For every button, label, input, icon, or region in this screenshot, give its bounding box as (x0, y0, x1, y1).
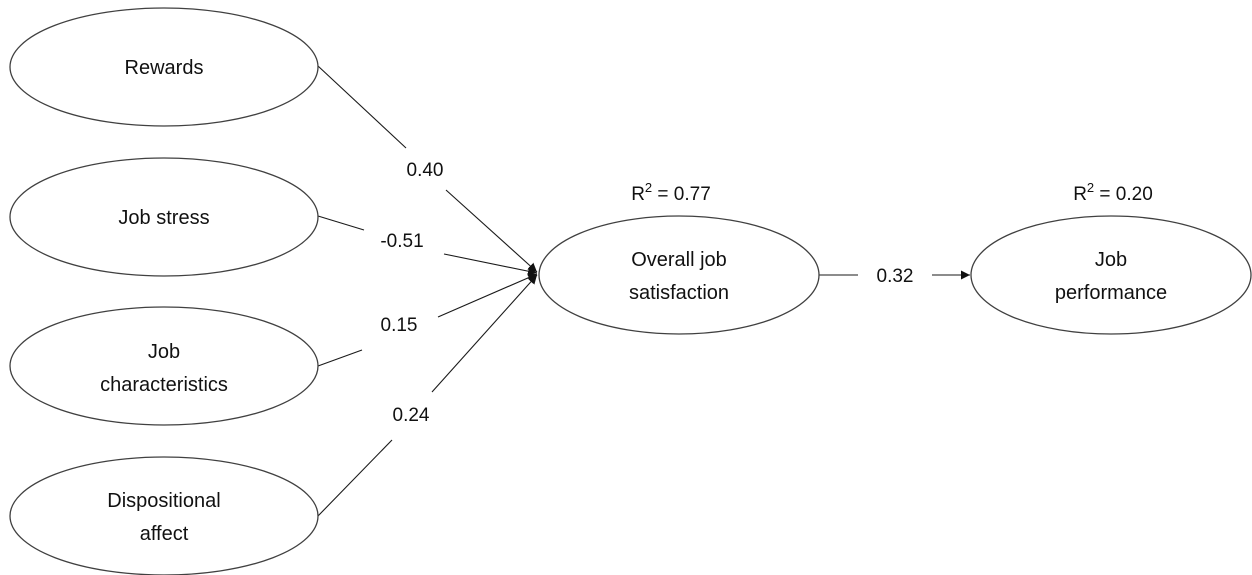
overall-job-satisfaction-label-line2: satisfaction (629, 282, 729, 304)
job-performance-r2-value: = 0.20 (1094, 184, 1153, 205)
coefficient-job-characteristics: 0.15 (381, 315, 418, 336)
coefficient-job-stress: -0.51 (380, 231, 423, 252)
node-dispositional-affect: Dispositional affect (9, 456, 319, 575)
node-job-performance: Job performance R2 = 0.20 (970, 180, 1252, 335)
coefficient-rewards: 0.40 (407, 160, 444, 181)
ellipse-overall-job-satisfaction (538, 215, 820, 335)
coefficient-dispositional-affect: 0.24 (393, 405, 430, 426)
coefficient-satisfaction-performance: 0.32 (877, 266, 914, 287)
edge-rewards-to-satisfaction-arrow (445, 189, 538, 273)
ellipse-job-characteristics (9, 306, 319, 426)
job-characteristics-label-line1: Job (148, 341, 180, 363)
overall-job-satisfaction-label-line1: Overall job (631, 249, 727, 271)
node-job-characteristics: Job characteristics (9, 306, 319, 426)
ellipse-rewards (9, 7, 319, 127)
edge-job-characteristics-to-satisfaction (317, 349, 363, 367)
ellipse-job-performance (970, 215, 1252, 335)
job-performance-r2: R2 = 0.20 (1073, 180, 1153, 205)
edges (317, 65, 970, 517)
overall-job-satisfaction-r2-sup: 2 (645, 180, 652, 195)
dispositional-affect-label-line2: affect (140, 523, 189, 545)
job-performance-r2-sup: 2 (1087, 180, 1094, 195)
job-performance-label-line2: performance (1055, 282, 1167, 304)
dispositional-affect-label-line1: Dispositional (107, 490, 220, 512)
edge-dispositional-affect-to-satisfaction-arrow (431, 274, 538, 393)
edge-job-stress-to-satisfaction-arrow (443, 253, 538, 276)
node-rewards: Rewards (9, 7, 319, 127)
job-characteristics-label-line2: characteristics (100, 374, 228, 396)
overall-job-satisfaction-r2-value: = 0.77 (652, 184, 711, 205)
ellipse-job-stress (9, 157, 319, 277)
overall-job-satisfaction-r2-prefix: R (631, 184, 645, 205)
coefficients: 0.40 -0.51 0.15 0.24 0.32 (380, 160, 913, 426)
edge-rewards-to-satisfaction (317, 65, 407, 149)
job-performance-label-line1: Job (1095, 249, 1127, 271)
rewards-label: Rewards (125, 57, 204, 79)
job-performance-r2-prefix: R (1073, 184, 1087, 205)
overall-job-satisfaction-r2: R2 = 0.77 (631, 180, 711, 205)
ellipse-dispositional-affect (9, 456, 319, 575)
edge-job-stress-to-satisfaction (317, 215, 365, 231)
node-job-stress: Job stress (9, 157, 319, 277)
node-overall-job-satisfaction: Overall job satisfaction R2 = 0.77 (538, 180, 820, 335)
job-stress-label: Job stress (118, 207, 209, 229)
edge-job-characteristics-to-satisfaction-arrow (437, 273, 538, 318)
edge-dispositional-affect-to-satisfaction (317, 439, 393, 517)
